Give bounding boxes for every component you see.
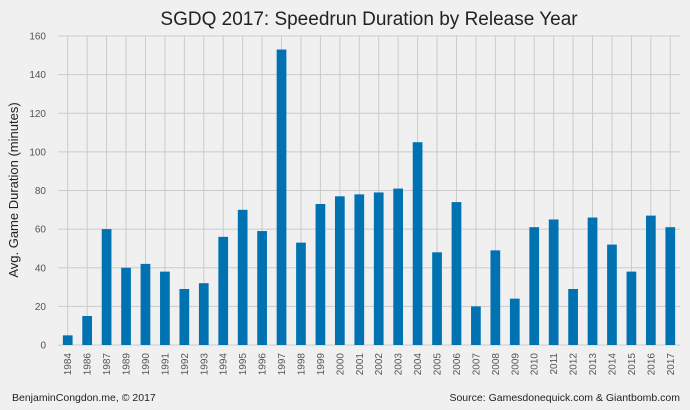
- bar-1984: [62, 335, 73, 345]
- x-tick-label: 2005: [433, 353, 444, 376]
- bar-2013: [587, 217, 598, 345]
- bar-1991: [160, 271, 170, 345]
- x-tick-label: 2016: [646, 353, 657, 376]
- footer-source: Source: Gamesdonequick.com & Giantbomb.c…: [449, 392, 680, 404]
- x-tick-label: 1991: [160, 353, 171, 376]
- bar-1990: [140, 263, 151, 345]
- x-tick-label: 1999: [316, 353, 327, 376]
- x-axis-ticks: 1984 1986 1987 1989 1990 1991 1992 1993 1994 1995…: [63, 353, 677, 376]
- x-tick-label: 2009: [510, 353, 521, 376]
- x-tick-label: 1995: [238, 353, 249, 376]
- bar-2011: [548, 219, 559, 345]
- x-tick-label: 1987: [102, 353, 113, 376]
- bar-2000: [334, 196, 345, 345]
- bar-2007: [471, 306, 481, 345]
- y-axis-label: Avg. Game Duration (minutes): [6, 102, 21, 277]
- x-tick-label: 2017: [666, 353, 677, 376]
- bar-2012: [568, 288, 578, 345]
- bar-2002: [373, 192, 384, 345]
- x-tick-label: 2012: [569, 353, 580, 376]
- y-tick-label: 20: [35, 302, 47, 313]
- bars: [62, 49, 676, 346]
- x-tick-label: 1994: [219, 353, 230, 376]
- bar-2009: [509, 298, 520, 345]
- bar-2003: [393, 188, 404, 345]
- x-tick-label: 1984: [63, 353, 74, 376]
- x-tick-label: 2006: [452, 353, 463, 376]
- x-tick-label: 1997: [277, 353, 288, 376]
- x-tick-label: 2014: [607, 353, 618, 376]
- y-tick-label: 40: [35, 263, 47, 274]
- x-tick-label: 1993: [199, 353, 210, 376]
- bar-1989: [121, 267, 131, 345]
- bar-1999: [315, 204, 326, 345]
- y-tick-label: 60: [35, 225, 47, 236]
- bar-2006: [451, 202, 462, 345]
- y-tick-label: 140: [29, 70, 46, 81]
- bar-1997: [276, 49, 287, 346]
- chart-title: SGDQ 2017: Speedrun Duration by Release …: [160, 9, 578, 30]
- x-tick-label: 2015: [627, 353, 638, 376]
- y-tick-label: 100: [29, 147, 46, 158]
- bar-1992: [179, 288, 190, 345]
- y-tick-label: 120: [29, 109, 46, 120]
- x-tick-label: 2010: [530, 353, 541, 376]
- bar-2010: [529, 227, 540, 345]
- footer-credit: BenjaminCongdon.me, © 2017: [12, 392, 156, 404]
- bar-1986: [82, 316, 93, 345]
- bar-2014: [607, 244, 617, 345]
- bar-2004: [412, 142, 423, 345]
- y-tick-label: 80: [35, 186, 47, 197]
- bar-2008: [490, 250, 501, 345]
- bar-1987: [101, 229, 112, 345]
- x-tick-label: 2001: [355, 353, 366, 376]
- x-tick-label: 1986: [83, 353, 94, 376]
- y-tick-label: 160: [29, 32, 46, 43]
- bar-2015: [626, 271, 637, 345]
- bar-1998: [296, 242, 306, 345]
- x-tick-label: 1989: [122, 353, 133, 376]
- x-tick-label: 2000: [335, 353, 346, 376]
- bar-2005: [432, 252, 442, 345]
- x-tick-label: 2008: [491, 353, 502, 376]
- y-axis-ticks: 0 20 40 60 80 100 120 140 160: [29, 32, 46, 352]
- bar-1994: [218, 236, 229, 345]
- x-tick-label: 1990: [141, 353, 152, 376]
- x-tick-label: 2003: [394, 353, 405, 376]
- grid: [58, 35, 680, 346]
- y-tick-label: 0: [40, 341, 46, 352]
- x-tick-label: 2013: [588, 353, 599, 376]
- x-tick-label: 1996: [258, 353, 269, 376]
- x-tick-label: 2011: [549, 353, 560, 375]
- bar-2016: [645, 215, 656, 345]
- x-tick-label: 1992: [180, 353, 191, 376]
- bar-1996: [257, 231, 267, 345]
- bar-1993: [198, 283, 209, 345]
- bar-2001: [354, 194, 365, 345]
- bar-1995: [237, 209, 248, 345]
- x-tick-label: 1998: [296, 353, 307, 376]
- bar-2017: [665, 227, 676, 345]
- x-tick-label: 2004: [413, 353, 424, 376]
- x-tick-label: 2007: [471, 353, 482, 376]
- x-tick-label: 2002: [374, 353, 385, 376]
